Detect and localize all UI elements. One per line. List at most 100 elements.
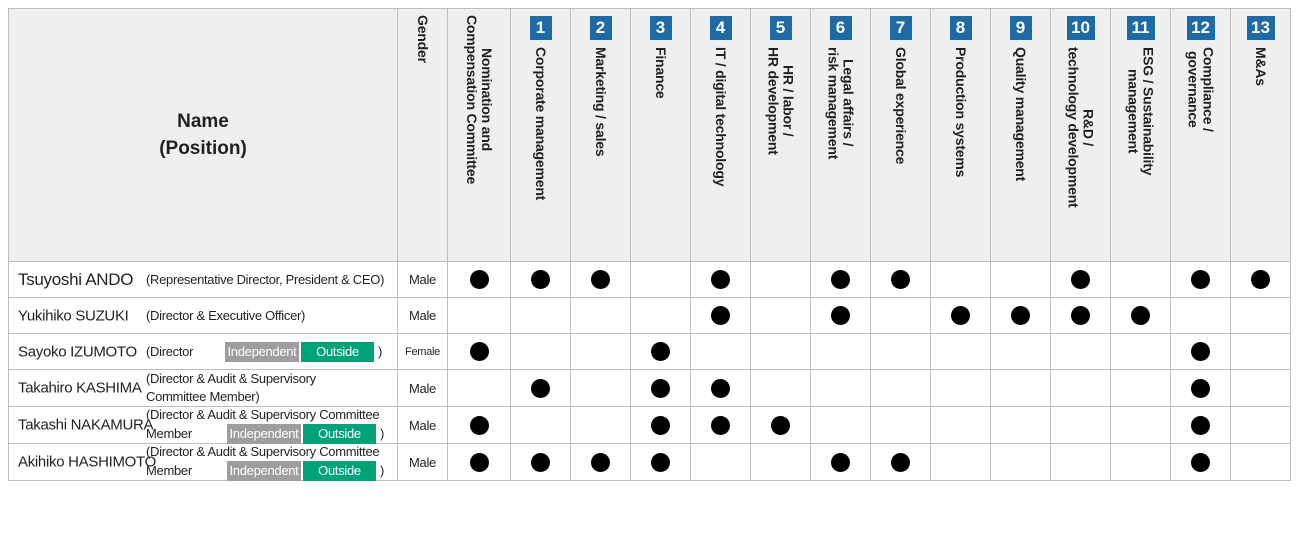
skill-cell [1050, 333, 1111, 370]
skill-label: HR / labor / HR development [765, 47, 797, 155]
skill-label: Legal affairs / risk management [825, 47, 857, 160]
table-row: Sayoko IZUMOTO (Director Independent Outsid… [8, 333, 1291, 370]
skill-label: Production systems [953, 47, 969, 178]
gender-cell: Female [397, 333, 448, 370]
position-line: Member Independent Outside) [146, 461, 384, 481]
skill-number-badge: 9 [1009, 16, 1032, 40]
checkmark-dot-icon [771, 415, 790, 435]
checkmark-dot-icon [1131, 306, 1150, 325]
skill-cell [870, 333, 931, 370]
checkmark-dot-icon [651, 378, 670, 398]
skill-label: Corporate management [533, 47, 549, 201]
skill-column-header: 5 HR / labor / HR development [750, 8, 811, 262]
gender-cell: Male [397, 369, 448, 407]
skill-cell [510, 333, 571, 370]
checkmark-dot-icon [1191, 342, 1210, 361]
skill-cell [510, 369, 571, 407]
table-row: Akihiko HASHIMOTO (Director & Audit & Sup… [8, 443, 1291, 481]
table-row: Yukihiko SUZUKI (Director & Executive Off… [8, 297, 1291, 334]
skill-label: Marketing / sales [593, 47, 609, 157]
outside-tag: Outside [301, 341, 374, 362]
position-header-label: (Position) [159, 138, 247, 159]
position-suffix: ) [380, 426, 385, 441]
skill-cell [930, 406, 991, 444]
skill-cell [1110, 443, 1171, 481]
name-column-header: Name (Position) [8, 8, 398, 262]
skill-column-header: 7 Global experience [870, 8, 931, 262]
checkmark-dot-icon [591, 452, 610, 472]
checkmark-dot-icon [831, 270, 850, 289]
skill-cell [1170, 443, 1231, 481]
checkmark-dot-icon [891, 270, 910, 289]
independent-tag: Independent [227, 461, 301, 481]
skill-label: Finance [653, 47, 669, 99]
skill-cell [1050, 369, 1111, 407]
gender-header-label: Gender [415, 15, 431, 63]
skill-cell [870, 369, 931, 407]
skill-cell [1230, 333, 1291, 370]
skill-cell [630, 333, 691, 370]
position-text: (Representative Director, President & CE… [146, 271, 385, 287]
director-position: (Director & Executive Officer) [146, 307, 305, 325]
skill-column-header: 10 R&D / technology development [1050, 8, 1111, 262]
checkmark-dot-icon [711, 270, 730, 289]
position-line: (Director & Audit & Supervisory [146, 371, 316, 386]
position-text: (Director & Executive Officer) [146, 307, 306, 323]
skill-cell [690, 443, 751, 481]
director-cell: Tsuyoshi ANDO (Representative Director, P… [8, 261, 398, 298]
skill-number-badge: 13 [1246, 16, 1275, 40]
skill-number-badge: 2 [589, 16, 612, 40]
skill-cell [1110, 369, 1171, 407]
skill-cell [810, 443, 871, 481]
checkmark-dot-icon [469, 342, 489, 361]
skill-cell [990, 443, 1051, 481]
position-line: (Director Independent Outside) [146, 341, 383, 362]
skill-cell [930, 443, 991, 481]
gender-cell: Male [397, 297, 448, 334]
skill-cell [870, 443, 931, 481]
skill-cell [1170, 333, 1231, 370]
checkmark-dot-icon [531, 452, 550, 472]
checkmark-dot-icon [651, 452, 670, 472]
skill-number-badge: 11 [1126, 16, 1155, 40]
checkmark-dot-icon [831, 452, 850, 472]
checkmark-dot-icon [1191, 270, 1210, 289]
skill-cell [750, 369, 811, 407]
checkmark-dot-icon [951, 306, 970, 325]
position-suffix: ) [378, 343, 383, 359]
skill-column-header: 4 IT / digital technology [690, 8, 751, 262]
skill-cell [630, 297, 691, 334]
position-line: Member Independent Outside) [146, 424, 384, 444]
checkmark-dot-icon [651, 415, 670, 435]
skill-cell [1110, 297, 1171, 334]
skill-cell [750, 261, 811, 298]
skill-cell [690, 333, 751, 370]
director-position: (Director & Audit & Supervisory Committe… [146, 406, 384, 444]
checkmark-dot-icon [1191, 415, 1210, 435]
skill-cell [570, 369, 631, 407]
skill-number-badge: 12 [1186, 16, 1215, 40]
outside-tag: Outside [303, 461, 376, 481]
skill-column-header: 9 Quality management [990, 8, 1051, 262]
skill-number-badge: 1 [529, 16, 552, 40]
nomination-column-header: Nomination and Compensation Committee [447, 8, 511, 262]
table-row: Takahiro KASHIMA (Director & Audit & Supe… [8, 369, 1291, 407]
skill-label: Quality management [1013, 47, 1029, 182]
checkmark-dot-icon [469, 415, 489, 435]
skill-column-header: 2 Marketing / sales [570, 8, 631, 262]
nomination-cell [447, 297, 511, 334]
skill-cell [1230, 406, 1291, 444]
nomination-cell [447, 261, 511, 298]
skill-cell [930, 297, 991, 334]
skill-cell [1230, 297, 1291, 334]
nomination-cell [447, 443, 511, 481]
skill-number-badge: 8 [949, 16, 972, 40]
table-row: Takashi NAKAMURA (Director & Audit & Supe… [8, 406, 1291, 444]
position-prefix: Member [146, 426, 192, 441]
skill-cell [810, 406, 871, 444]
skill-cell [750, 443, 811, 481]
skill-column-header: 11 ESG / Sustainability management [1110, 8, 1171, 262]
position-suffix: ) [380, 463, 385, 478]
independent-tag: Independent [225, 341, 299, 362]
checkmark-dot-icon [469, 452, 489, 472]
